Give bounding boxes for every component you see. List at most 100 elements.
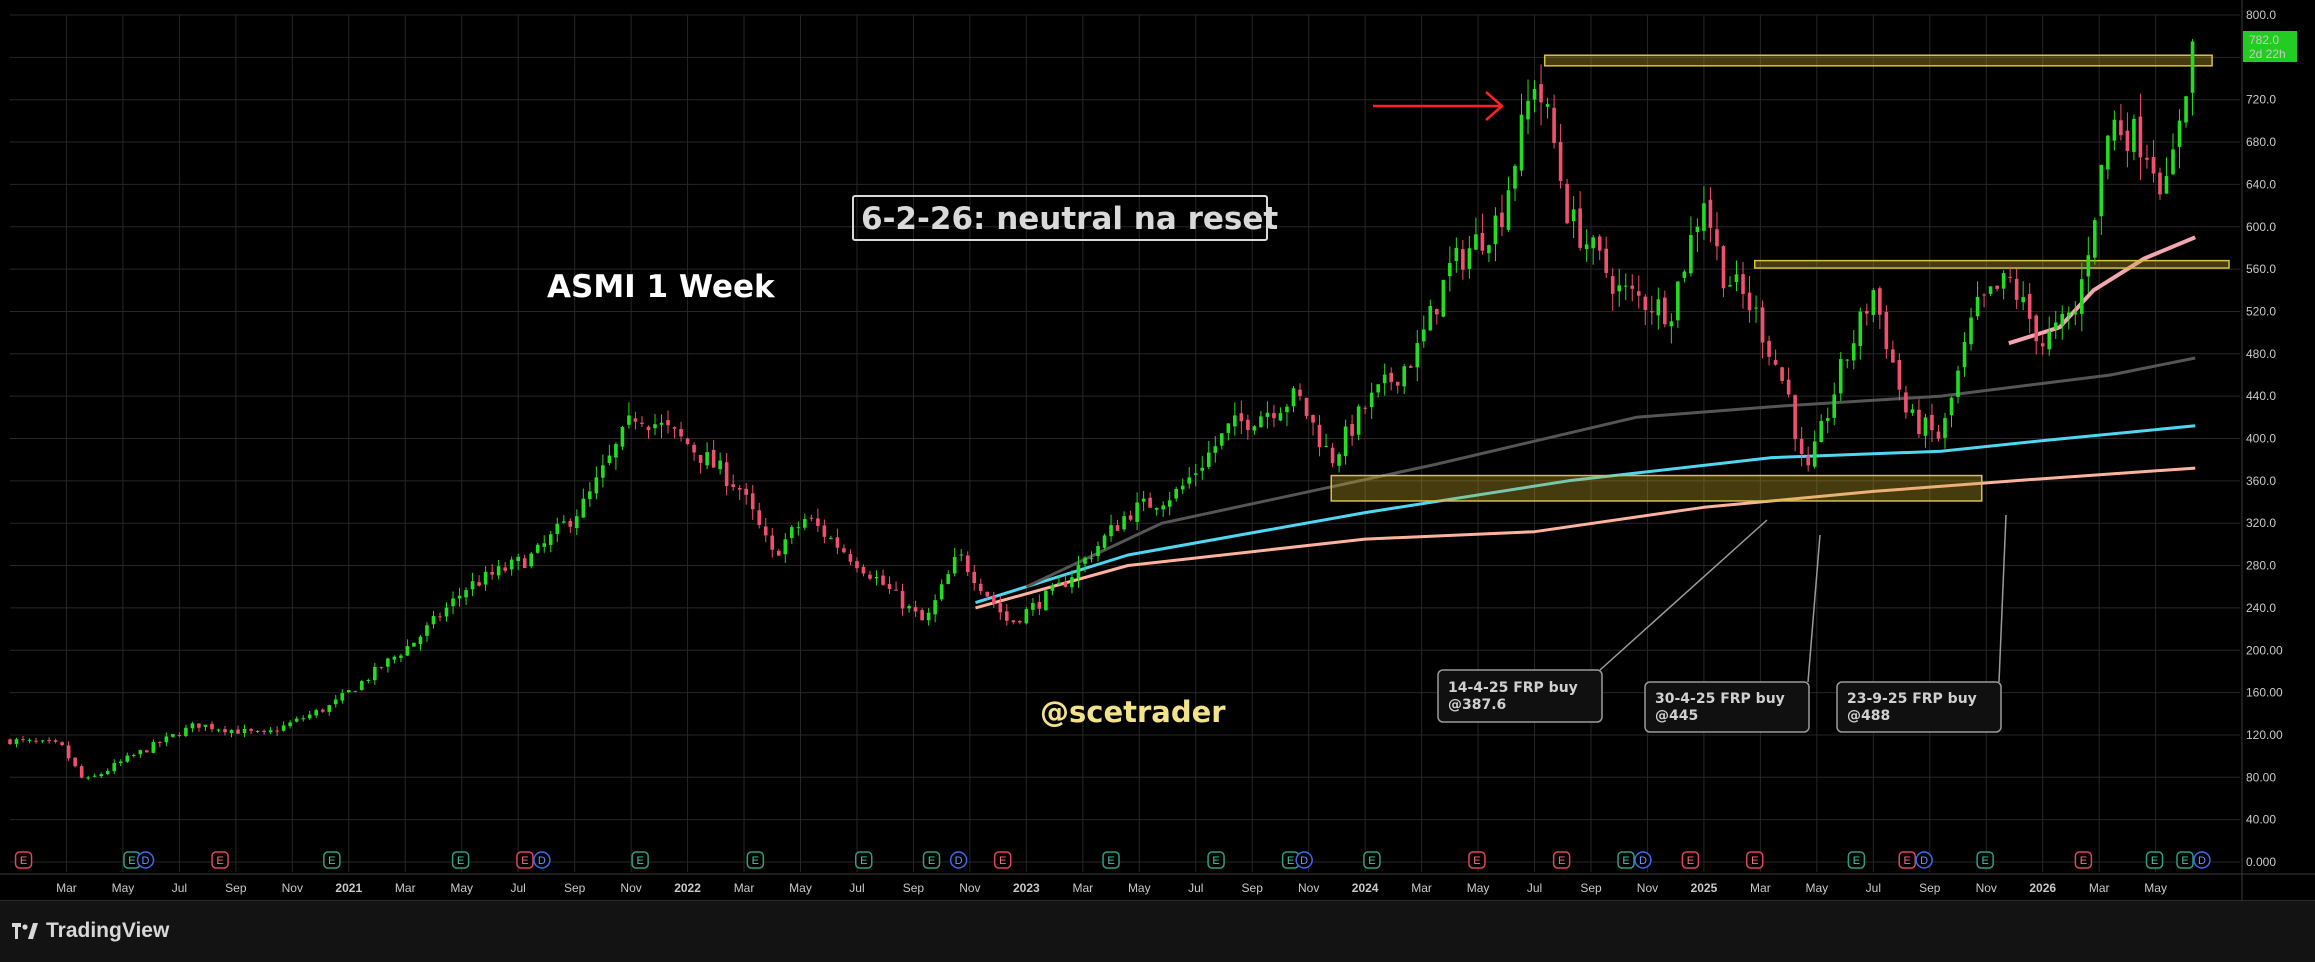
candle-body <box>1728 285 1732 287</box>
candle-body <box>34 740 38 742</box>
price-tick-label: 800.0 <box>2246 8 2276 22</box>
candle-body <box>281 725 286 731</box>
candle-body <box>868 574 872 579</box>
price-zone <box>1753 259 2230 269</box>
candle-body <box>672 427 677 429</box>
earnings-marker[interactable]: E <box>451 851 470 869</box>
candle-body <box>1773 359 1778 365</box>
earnings-marker[interactable]: E <box>211 851 229 869</box>
svg-text:D: D <box>2198 855 2206 867</box>
earnings-marker[interactable]: E <box>323 851 341 869</box>
earnings-marker[interactable]: E <box>2176 851 2194 869</box>
dividend-marker[interactable]: D <box>136 851 155 869</box>
tradingview-logo-icon <box>12 923 38 939</box>
candle-body <box>470 581 475 590</box>
svg-text:D: D <box>955 855 963 867</box>
earnings-marker[interactable]: E <box>2145 851 2164 869</box>
candle-body <box>659 422 664 425</box>
price-tick-label: 720.0 <box>2246 93 2276 107</box>
candle-body <box>1571 209 1576 222</box>
dividend-marker[interactable]: D <box>1295 851 1313 869</box>
candle-body <box>314 710 319 716</box>
dividend-marker[interactable]: D <box>1915 851 1933 869</box>
candle-body <box>594 477 599 494</box>
price-tick-label: 520.0 <box>2246 304 2276 318</box>
candle-body <box>1552 107 1556 143</box>
candle-body <box>1682 271 1687 278</box>
earnings-marker[interactable]: E <box>1617 851 1635 869</box>
earnings-marker[interactable]: E <box>922 851 941 869</box>
earnings-marker[interactable]: E <box>993 851 1012 869</box>
time-tick-label: May <box>1806 881 1829 895</box>
dividend-marker[interactable]: D <box>949 851 968 869</box>
candle-body <box>184 727 188 737</box>
candle-body <box>60 742 64 746</box>
candle-body <box>1174 488 1179 499</box>
candle-body <box>978 583 983 592</box>
candlesticks <box>8 39 2195 781</box>
candle-body <box>21 739 25 741</box>
earnings-marker[interactable]: E <box>1847 851 1866 869</box>
candle-body <box>2190 41 2195 93</box>
time-tick-label: Sep <box>225 881 247 895</box>
moving-average-line <box>975 466 2196 610</box>
earnings-marker[interactable]: E <box>1207 851 1225 869</box>
candle-body <box>718 460 722 470</box>
earnings-marker[interactable]: E <box>1745 851 1764 869</box>
earnings-marker[interactable]: E <box>1976 851 1994 869</box>
candle-body <box>47 740 51 742</box>
candle-body <box>386 658 390 667</box>
dividend-marker[interactable]: D <box>2193 851 2211 869</box>
time-axis[interactable]: Mar May Jul Sep Nov 2021 Mar May Jul Sep Nov 2022 Ma… <box>0 873 2315 895</box>
candle-body <box>705 452 709 466</box>
candle-body <box>913 607 918 612</box>
candle-body <box>125 755 130 762</box>
candle-body <box>535 544 540 553</box>
price-zones <box>1330 54 2230 502</box>
time-tick-label: Sep <box>564 881 586 895</box>
candle-body <box>503 567 507 571</box>
price-tick-label: 200.00 <box>2246 643 2283 657</box>
earnings-marker[interactable]: E <box>1468 851 1486 869</box>
candle-body <box>640 422 644 424</box>
earnings-marker[interactable]: E <box>1898 851 1916 869</box>
candle-body <box>73 757 77 767</box>
countdown: 2d 22h <box>2249 47 2286 61</box>
moving-average-line <box>975 424 2196 605</box>
earnings-marker[interactable]: E <box>746 851 765 869</box>
price-axis[interactable]: 800.0760.0720.0680.0640.0600.0560.0520.0… <box>2241 0 2283 900</box>
candle-body <box>1793 395 1797 440</box>
candle-body <box>86 777 90 779</box>
tradingview-logo[interactable]: TradingView <box>12 919 169 943</box>
earnings-marker[interactable]: E <box>1681 851 1700 869</box>
candle-body <box>79 766 84 778</box>
svg-text:D: D <box>1300 855 1308 867</box>
candle-body <box>1767 340 1771 357</box>
candle-body <box>822 525 827 537</box>
earnings-marker[interactable]: E <box>2074 851 2093 869</box>
candle-body <box>307 714 312 719</box>
earnings-marker[interactable]: E <box>854 851 873 869</box>
dividend-marker[interactable]: D <box>1634 851 1652 869</box>
svg-text:E: E <box>2181 855 2188 867</box>
candle-body <box>1135 502 1139 523</box>
candle-body <box>1676 281 1680 321</box>
candle-body <box>1578 208 1582 248</box>
dividend-marker[interactable]: D <box>533 851 551 869</box>
earnings-marker[interactable]: E <box>1102 851 1120 869</box>
time-tick-label: Jul <box>511 881 526 895</box>
candle-body <box>1018 621 1022 623</box>
earnings-marker[interactable]: E <box>516 851 534 869</box>
candle-body <box>490 572 494 575</box>
earnings-marker[interactable]: E <box>1363 851 1381 869</box>
time-tick-label: 2026 <box>2029 881 2056 895</box>
candle-body <box>2027 294 2032 319</box>
earnings-marker[interactable]: E <box>14 851 33 869</box>
earnings-marker[interactable]: E <box>1552 851 1571 869</box>
candle-body <box>1448 262 1452 277</box>
time-tick-label: Sep <box>1242 881 1264 895</box>
earnings-marker[interactable]: E <box>631 851 649 869</box>
candle-body <box>711 449 716 468</box>
candle-body <box>190 723 195 729</box>
